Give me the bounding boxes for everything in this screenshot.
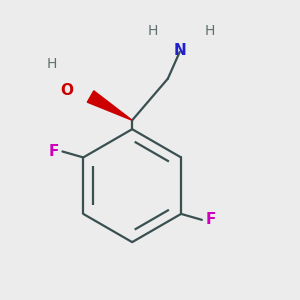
Text: H: H xyxy=(148,24,158,38)
Text: N: N xyxy=(173,43,186,58)
Text: O: O xyxy=(60,83,73,98)
Text: H: H xyxy=(47,57,57,71)
Polygon shape xyxy=(87,91,132,120)
Text: H: H xyxy=(204,24,214,38)
Text: F: F xyxy=(206,212,216,227)
Text: F: F xyxy=(48,144,59,159)
